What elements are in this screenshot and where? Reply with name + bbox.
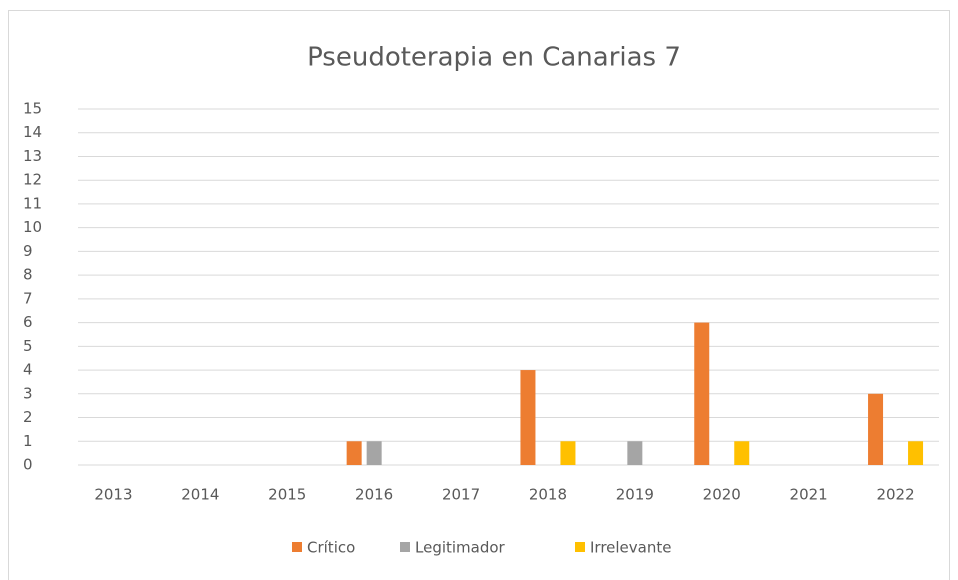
bar bbox=[908, 441, 924, 465]
y-tick-label: 10 bbox=[23, 218, 42, 236]
x-tick-label: 2013 bbox=[94, 486, 132, 504]
y-tick-label: 4 bbox=[23, 361, 33, 379]
y-tick-label: 2 bbox=[23, 408, 33, 426]
y-tick-label: 1 bbox=[23, 432, 33, 450]
y-tick-label: 13 bbox=[23, 147, 42, 165]
x-tick-label: 2016 bbox=[355, 486, 393, 504]
x-tick-label: 2014 bbox=[181, 486, 219, 504]
y-tick-label: 8 bbox=[23, 266, 33, 284]
legend-swatch bbox=[400, 542, 410, 552]
bar bbox=[627, 441, 643, 465]
legend-swatch bbox=[292, 542, 302, 552]
bar bbox=[520, 370, 536, 465]
x-tick-label: 2015 bbox=[268, 486, 306, 504]
y-tick-label: 0 bbox=[23, 456, 33, 474]
y-tick-label: 11 bbox=[23, 194, 42, 212]
x-tick-label: 2021 bbox=[790, 486, 828, 504]
y-tick-label: 14 bbox=[23, 123, 42, 141]
legend-label: Irrelevante bbox=[590, 539, 671, 557]
legend-label: Crítico bbox=[307, 539, 355, 557]
bar bbox=[346, 441, 362, 465]
bar bbox=[560, 441, 576, 465]
y-tick-label: 6 bbox=[23, 313, 33, 331]
y-tick-label: 9 bbox=[23, 242, 33, 260]
y-tick-label: 5 bbox=[23, 337, 33, 355]
y-tick-label: 7 bbox=[23, 289, 33, 307]
bar bbox=[694, 322, 710, 465]
x-tick-label: 2019 bbox=[616, 486, 654, 504]
y-tick-label: 12 bbox=[23, 171, 42, 189]
legend-label: Legitimador bbox=[415, 539, 506, 557]
legend-swatch bbox=[575, 542, 585, 552]
bar bbox=[366, 441, 382, 465]
chart-border bbox=[8, 10, 950, 580]
bar bbox=[734, 441, 750, 465]
y-tick-label: 3 bbox=[23, 384, 33, 402]
x-tick-label: 2020 bbox=[703, 486, 741, 504]
y-tick-label: 15 bbox=[23, 100, 42, 118]
x-tick-label: 2017 bbox=[442, 486, 480, 504]
x-tick-label: 2022 bbox=[876, 486, 914, 504]
x-tick-label: 2018 bbox=[529, 486, 567, 504]
chart-title: Pseudoterapia en Canarias 7 bbox=[307, 43, 681, 73]
bar bbox=[868, 393, 884, 465]
